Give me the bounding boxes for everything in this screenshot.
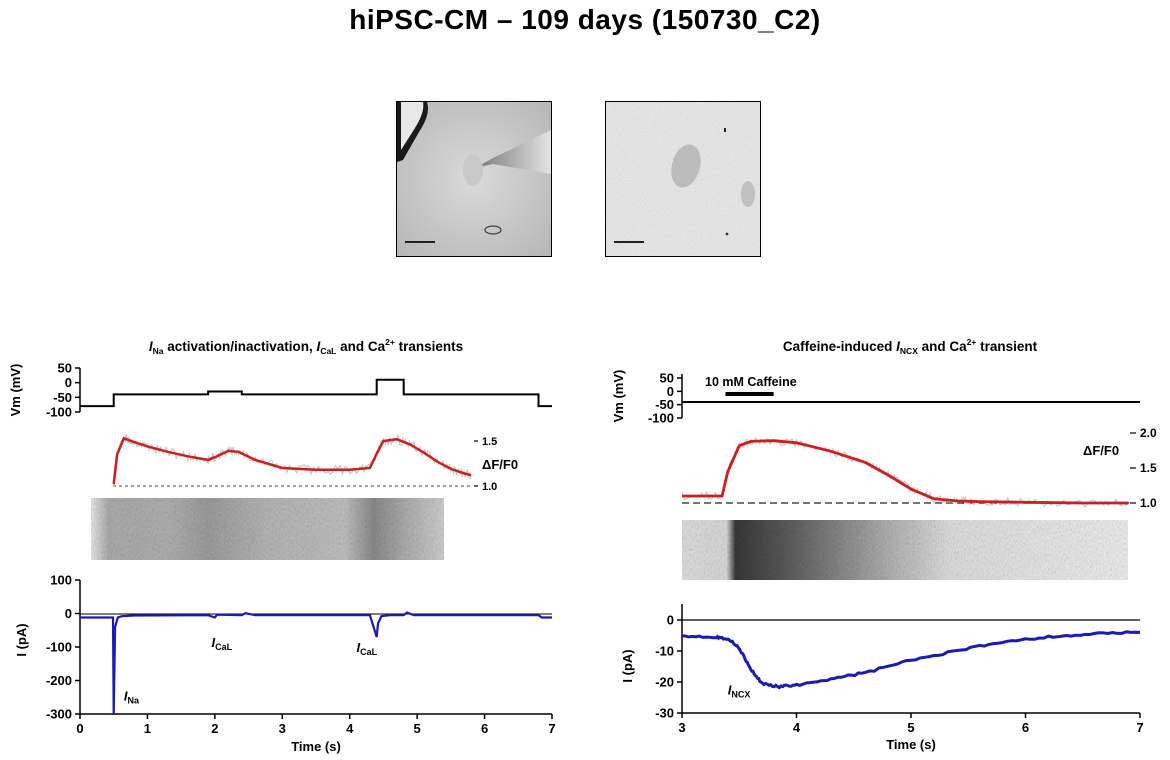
x-tick-label: 7 (1136, 720, 1143, 735)
x-tick-label: 6 (1022, 720, 1029, 735)
left-current-plot: 100 0 -100 -200 -300 0 1 2 3 4 5 6 7 INa ICaL ICaL I … (14, 573, 556, 755)
right-voltage-ylabel: Vm (mV) (611, 370, 626, 423)
left-fluorescence-plot: 1.5 1.0 ΔF/F0 (112, 433, 518, 493)
caffeine-label: 10 mM Caffeine (705, 375, 797, 389)
left-voltage-plot: 500-50-100 Vm (mV) (8, 361, 552, 420)
right-fluorescence-ylabel: ΔF/F0 (1083, 443, 1119, 458)
brightfield-micrograph (396, 101, 552, 257)
x-tick-label: 5 (907, 720, 914, 735)
left-voltage-ylabel: Vm (mV) (8, 364, 23, 417)
x-tick-label: 5 (414, 721, 421, 736)
right-voltage-tick-label: 0 (667, 384, 674, 399)
left-fluorescence-tick-label: 1.5 (482, 436, 497, 448)
left-voltage-tick-label: 0 (65, 375, 72, 390)
right-voltage-tick-label: -100 (648, 411, 674, 426)
left-panel-title: INa activation/inactivation, ICaL and Ca… (149, 337, 463, 356)
left-current-tick-label: 0 (65, 606, 72, 621)
right-current-ylabel: I (pA) (620, 649, 635, 682)
right-panel: Caffeine-induced INCX and Ca2+ transient… (611, 337, 1157, 752)
right-current-tick-label: -10 (655, 644, 674, 659)
right-current-tick-label: -30 (655, 706, 674, 721)
left-current-annotation: ICaL (356, 640, 377, 657)
right-voltage-tick-label: -50 (655, 397, 674, 412)
right-voltage-plot: 500-50-100 10 mM Caffeine Vm (mV) (611, 370, 1140, 426)
right-panel-title: Caffeine-induced INCX and Ca2+ transient (783, 337, 1038, 356)
right-fluorescence-tick-label: 1.5 (1140, 461, 1157, 475)
right-fluorescence-plot: 2.0 1.5 1.0 ΔF/F0 (681, 426, 1157, 510)
left-voltage-tick-label: -100 (46, 405, 72, 420)
left-current-tick-label: -300 (46, 707, 72, 722)
right-xlabel: Time (s) (886, 737, 936, 752)
x-tick-label: 1 (144, 721, 151, 736)
x-tick-label: 4 (346, 721, 354, 736)
right-current-tick-label: -20 (655, 675, 674, 690)
right-current-trace (681, 630, 1141, 690)
x-tick-label: 6 (481, 721, 488, 736)
left-panel: INa activation/inactivation, ICaL and Ca… (8, 337, 556, 754)
left-fluorescence-trace (112, 436, 472, 485)
right-fluorescence-tick-label: 1.0 (1140, 496, 1157, 510)
left-current-annotation: INa (124, 689, 140, 706)
x-tick-label: 0 (76, 721, 83, 736)
x-tick-label: 2 (211, 721, 218, 736)
left-current-trace (80, 611, 552, 715)
left-current-tick-label: -100 (46, 640, 72, 655)
x-tick-label: 3 (279, 721, 286, 736)
left-linescan-image (91, 498, 444, 560)
left-voltage-tick-label: 50 (58, 361, 72, 376)
left-current-annotation: ICaL (211, 635, 232, 652)
left-fluorescence-tick-label: 1.0 (482, 481, 497, 493)
right-linescan-image (682, 520, 1128, 580)
right-fluorescence-trace (682, 439, 1129, 505)
right-current-plot: 0 -10 -20 -30 3 4 5 6 7 INCX I (pA) Time (s) (620, 604, 1144, 752)
right-current-tick-label: 0 (667, 613, 674, 628)
left-fluorescence-ylabel: ΔF/F0 (482, 457, 518, 472)
left-voltage-tick-label: -50 (53, 390, 72, 405)
fluorescence-micrograph (605, 101, 761, 257)
left-fluorescence-raw-trace (113, 433, 472, 487)
x-tick-label: 3 (678, 720, 685, 735)
right-voltage-tick-label: 50 (660, 371, 674, 386)
left-voltage-trace (80, 378, 552, 408)
left-current-ylabel: I (pA) (14, 623, 29, 656)
x-tick-label: 4 (793, 720, 801, 735)
right-fluorescence-tick-label: 2.0 (1140, 426, 1157, 440)
left-current-tick-label: 100 (50, 573, 72, 588)
x-tick-label: 7 (548, 721, 555, 736)
left-current-tick-label: -200 (46, 673, 72, 688)
right-current-annotation: INCX (728, 682, 751, 699)
page-title: hiPSC-CM – 109 days (150730_C2) (349, 4, 821, 35)
right-fluorescence-raw-trace (681, 437, 1129, 508)
left-xlabel: Time (s) (291, 739, 341, 754)
